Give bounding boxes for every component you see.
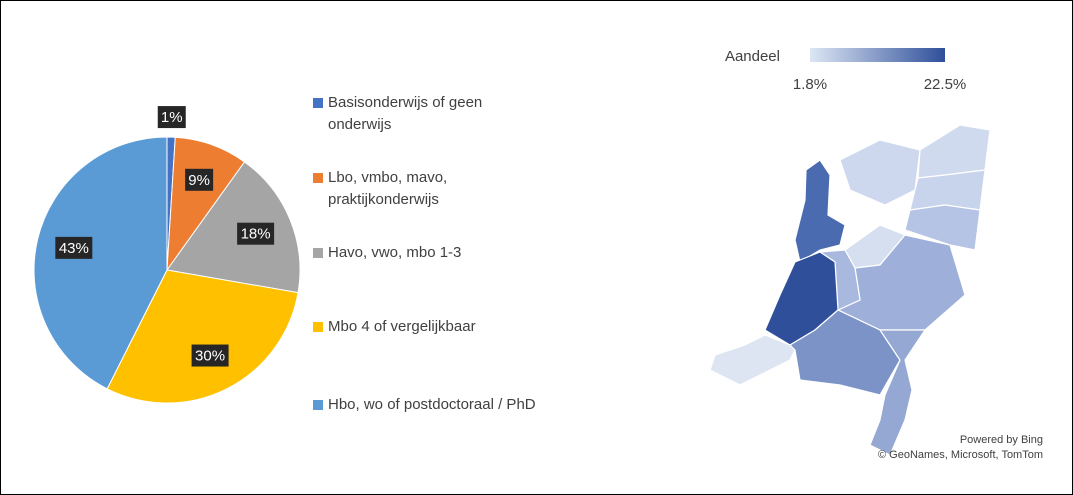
legend-swatch bbox=[313, 173, 323, 183]
province bbox=[709, 334, 796, 386]
map-shapes bbox=[709, 124, 991, 456]
legend-label: Lbo, vmbo, mavo, praktijkonderwijs bbox=[328, 169, 448, 208]
data-label: 43% bbox=[59, 240, 89, 257]
legend-label: Havo, vwo, mbo 1-3 bbox=[328, 244, 462, 261]
legend-title: Aandeel bbox=[725, 48, 780, 65]
data-label-box bbox=[157, 106, 186, 129]
legend-label: Basisonderwijs of geen onderwijs bbox=[328, 94, 483, 133]
data-label: 18% bbox=[241, 226, 271, 243]
province bbox=[789, 309, 901, 396]
data-label-box bbox=[237, 222, 275, 245]
data-label: 1% bbox=[161, 109, 183, 126]
data-label-box bbox=[191, 344, 229, 367]
province bbox=[917, 124, 991, 179]
attribution: © GeoNames, Microsoft, TomTom bbox=[878, 449, 1043, 461]
pie-slice bbox=[33, 136, 168, 390]
province bbox=[869, 329, 927, 456]
province bbox=[839, 139, 921, 206]
data-label-box bbox=[185, 168, 214, 191]
scale-label: 1.8% bbox=[793, 76, 827, 93]
legend-label: Hbo, wo of postdoctoraal / PhD bbox=[328, 396, 536, 413]
attribution: Powered by Bing bbox=[960, 434, 1043, 446]
pie-slice bbox=[166, 161, 301, 294]
legend-swatch bbox=[313, 98, 323, 108]
pie-slice bbox=[106, 269, 299, 404]
legend-label: Mbo 4 of vergelijkbaar bbox=[328, 318, 476, 335]
province bbox=[794, 159, 846, 263]
legend-swatch bbox=[313, 248, 323, 258]
legend-swatch bbox=[313, 400, 323, 410]
color-scale bbox=[810, 48, 945, 62]
data-label: 30% bbox=[195, 347, 225, 364]
legend-swatch bbox=[313, 322, 323, 332]
data-label: 9% bbox=[188, 172, 210, 189]
data-label-box bbox=[55, 236, 93, 259]
scale-label: 22.5% bbox=[924, 76, 967, 93]
